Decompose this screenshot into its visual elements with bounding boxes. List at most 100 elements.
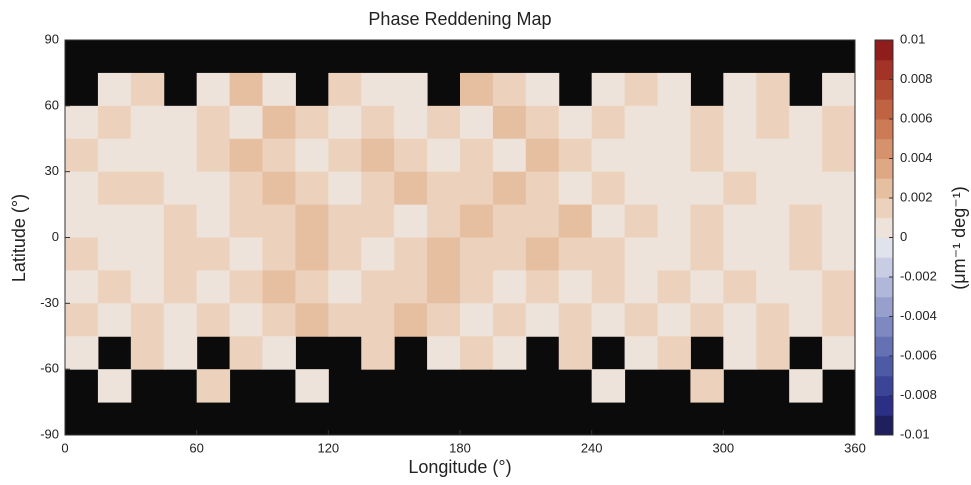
colorbar-segment bbox=[875, 395, 893, 416]
heat-cell bbox=[756, 237, 790, 271]
heat-cell bbox=[328, 105, 362, 140]
heat-cell bbox=[97, 270, 132, 304]
heat-cell bbox=[65, 138, 99, 173]
heat-cell bbox=[723, 270, 757, 304]
colorbar-label: (μm⁻¹ deg⁻¹) bbox=[949, 186, 969, 289]
heat-cell bbox=[394, 204, 428, 238]
heat-cell bbox=[361, 72, 395, 107]
colorbar-segment bbox=[875, 296, 893, 317]
heat-cell bbox=[295, 369, 329, 403]
heat-cell bbox=[229, 270, 263, 304]
heat-cell bbox=[229, 171, 263, 206]
heat-cell bbox=[525, 237, 560, 271]
heat-cell bbox=[196, 237, 231, 271]
heat-cell bbox=[163, 204, 198, 238]
heat-cell bbox=[262, 270, 296, 304]
heat-cell bbox=[361, 237, 395, 271]
heat-cell bbox=[690, 270, 724, 304]
heat-cell bbox=[427, 303, 461, 337]
y-tick-label: 30 bbox=[45, 163, 59, 178]
colorbar-segment bbox=[875, 257, 893, 278]
colorbar-segment bbox=[875, 178, 893, 199]
heat-cell bbox=[558, 336, 593, 370]
heat-cell bbox=[657, 303, 691, 337]
heat-cell bbox=[295, 138, 329, 173]
heat-cell bbox=[163, 237, 198, 271]
heat-cell bbox=[657, 237, 691, 271]
heat-cell bbox=[624, 171, 658, 206]
y-tick-label: -60 bbox=[40, 361, 59, 376]
heat-cell bbox=[196, 270, 231, 304]
heat-cell bbox=[822, 270, 856, 304]
heat-cell bbox=[723, 336, 757, 370]
y-tick-label: -30 bbox=[40, 295, 59, 310]
heat-cell bbox=[361, 105, 395, 140]
heat-cell bbox=[690, 369, 724, 403]
heat-cell bbox=[525, 204, 560, 238]
heat-cell bbox=[624, 138, 658, 173]
heat-cell bbox=[789, 105, 823, 140]
heat-cell bbox=[723, 72, 757, 107]
heat-cell bbox=[460, 237, 494, 271]
heat-cell bbox=[591, 138, 626, 173]
heat-cell bbox=[394, 72, 428, 107]
heat-cell bbox=[591, 303, 626, 337]
heat-cell bbox=[822, 204, 856, 238]
heat-cell bbox=[130, 270, 165, 304]
heat-cell bbox=[657, 270, 691, 304]
heat-cell bbox=[789, 303, 823, 337]
colorbar-tick-label: 0.004 bbox=[900, 150, 933, 165]
heat-cell bbox=[97, 204, 132, 238]
heat-cell bbox=[723, 204, 757, 238]
heat-cell bbox=[690, 237, 724, 271]
heat-cell bbox=[525, 303, 560, 337]
colorbar-tick-label: -0.008 bbox=[900, 387, 937, 402]
x-axis-label: Longitude (°) bbox=[408, 457, 511, 477]
heat-cell bbox=[690, 105, 724, 140]
heat-cell bbox=[163, 171, 198, 206]
heat-cell bbox=[361, 138, 395, 173]
heat-cell bbox=[97, 138, 132, 173]
heat-cell bbox=[328, 204, 362, 238]
heat-cell bbox=[295, 270, 329, 304]
colorbar-tick-label: -0.01 bbox=[900, 426, 930, 441]
heat-cell bbox=[789, 171, 823, 206]
heat-cell bbox=[295, 204, 329, 238]
heat-cell bbox=[427, 270, 461, 304]
heat-cell bbox=[361, 270, 395, 304]
heat-cell bbox=[361, 171, 395, 206]
heat-cell bbox=[328, 237, 362, 271]
heat-cell bbox=[163, 138, 198, 173]
colorbar-segment bbox=[875, 198, 893, 219]
heat-cell bbox=[460, 105, 494, 140]
heat-cell bbox=[657, 138, 691, 173]
heat-cell bbox=[262, 204, 296, 238]
heat-cell bbox=[196, 72, 231, 107]
heat-cell bbox=[427, 204, 461, 238]
colorbar-tick-label: -0.004 bbox=[900, 308, 937, 323]
colorbar-segment bbox=[875, 158, 893, 179]
x-tick-label: 0 bbox=[61, 440, 68, 455]
heat-cell bbox=[65, 204, 99, 238]
heat-cell bbox=[657, 105, 691, 140]
heat-cell bbox=[361, 336, 395, 370]
heat-cell bbox=[97, 105, 132, 140]
heat-cell bbox=[97, 171, 132, 206]
colorbar-segment bbox=[875, 59, 893, 80]
heat-cell bbox=[328, 171, 362, 206]
heat-cell bbox=[163, 105, 198, 140]
y-tick-label: 0 bbox=[52, 229, 59, 244]
heat-cell bbox=[756, 336, 790, 370]
x-tick-label: 60 bbox=[189, 440, 203, 455]
heat-cell bbox=[229, 336, 263, 370]
colorbar-segment bbox=[875, 356, 893, 377]
heat-cell bbox=[130, 171, 165, 206]
heat-cell bbox=[591, 105, 626, 140]
heat-cell bbox=[624, 204, 658, 238]
y-tick-label: -90 bbox=[40, 426, 59, 441]
heat-cell bbox=[460, 138, 494, 173]
heat-cell bbox=[657, 72, 691, 107]
heat-cell bbox=[130, 237, 165, 271]
colorbar-tick-label: -0.002 bbox=[900, 268, 937, 283]
heat-cell bbox=[558, 204, 593, 238]
